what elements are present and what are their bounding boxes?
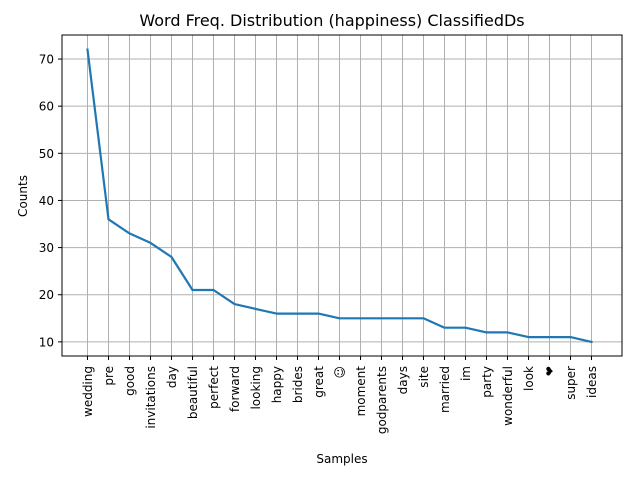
x-tick-label: days [396, 366, 410, 394]
x-tick-label: good [123, 366, 137, 396]
y-axis: 10 20 30 40 50 60 70 [39, 53, 62, 349]
x-tick-label: moment [354, 366, 368, 417]
y-tick-label: 70 [39, 53, 54, 67]
x-tick-label: happy [270, 366, 284, 403]
x-tick-label: married [438, 366, 452, 413]
x-axis-label: Samples [316, 452, 367, 466]
x-tick-label: wonderful [501, 366, 515, 426]
x-tick-label: site [417, 366, 431, 388]
y-tick-label: 30 [39, 241, 54, 255]
x-tick-label: forward [228, 366, 242, 412]
x-tick-label: invitations [144, 366, 158, 429]
series-layer [86, 48, 593, 344]
x-tick-label: looking [249, 366, 263, 410]
x-tick-label: wedding [81, 366, 95, 417]
y-tick-label: 20 [39, 288, 54, 302]
y-tick-label: 40 [39, 194, 54, 208]
x-tick-label: godparents [375, 366, 389, 434]
series-line [86, 48, 593, 344]
x-tick-label: day [165, 366, 179, 388]
x-tick-label: brides [291, 366, 305, 403]
y-axis-label: Counts [16, 175, 30, 217]
x-tick-label: ☺ [333, 366, 347, 379]
grid [62, 35, 622, 356]
x-tick-label: ❤ [543, 366, 557, 376]
x-tick-label: great [312, 366, 326, 398]
chart-title: Word Freq. Distribution (happiness) Clas… [139, 11, 524, 30]
x-tick-label: im [459, 366, 473, 381]
x-tick-label: beautiful [186, 366, 200, 419]
x-tick-label: super [564, 366, 578, 400]
x-tick-label: pre [102, 366, 116, 386]
plot-frame [61, 34, 623, 357]
x-axis: wedding pre good invitations day beautiful per… [81, 356, 599, 434]
x-tick-label: ideas [585, 366, 599, 398]
x-tick-label: perfect [207, 366, 221, 409]
y-tick-label: 50 [39, 147, 54, 161]
x-tick-label: party [480, 366, 494, 398]
y-tick-label: 60 [39, 100, 54, 114]
x-tick-label: look [522, 366, 536, 391]
y-tick-label: 10 [39, 335, 54, 349]
